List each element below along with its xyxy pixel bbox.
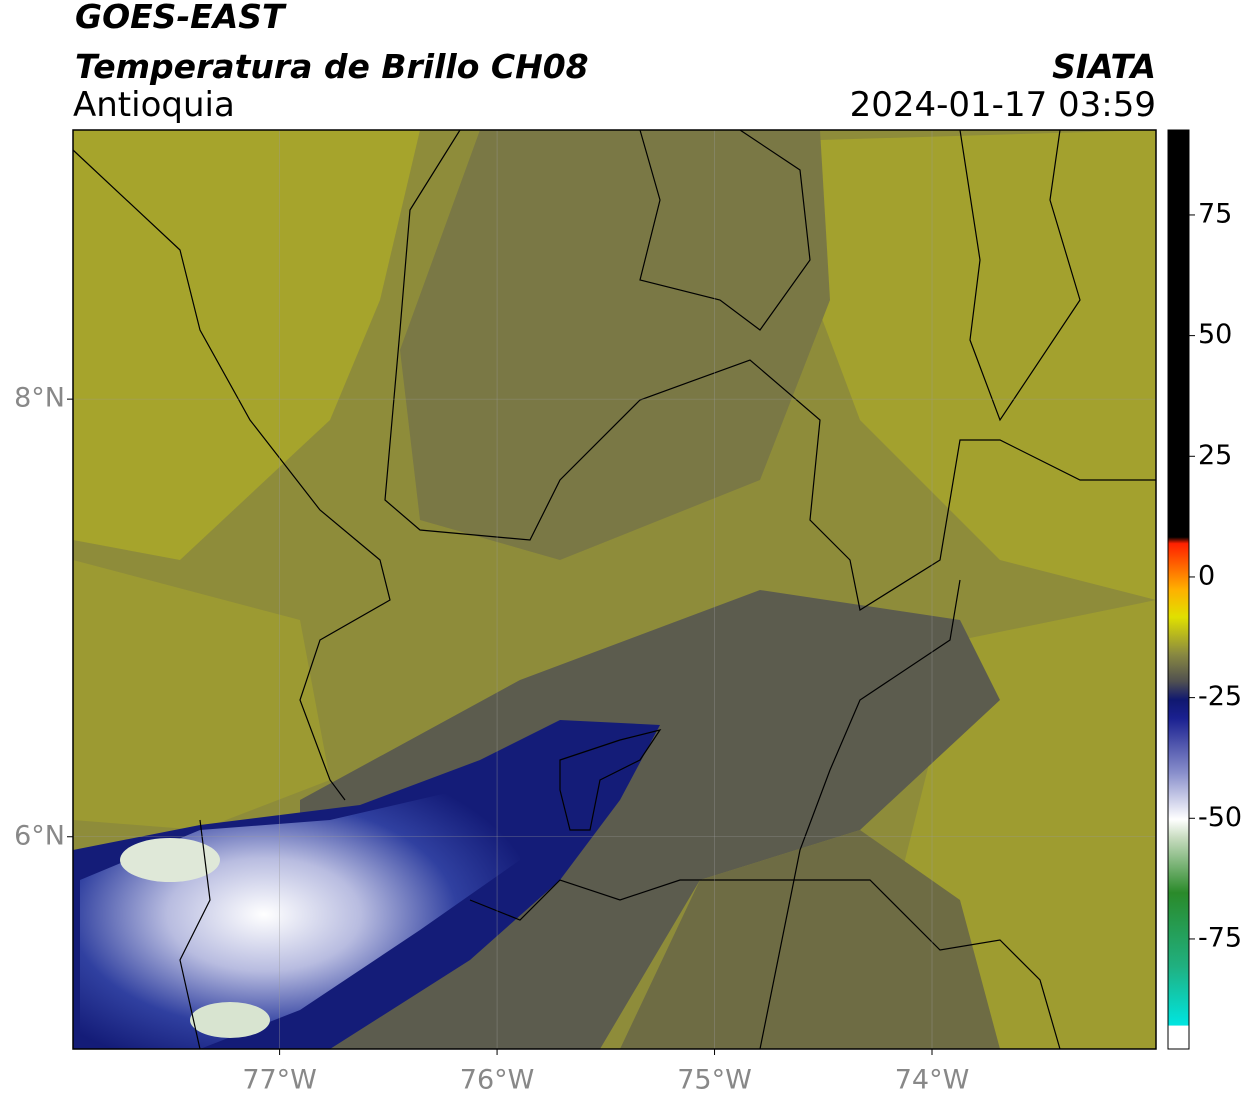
warm-area (73, 130, 420, 560)
colorbar-tick-label: -50 (1198, 802, 1242, 833)
colorbar-tick-label: 0 (1198, 560, 1215, 591)
map-image (73, 130, 1156, 1049)
cloud-cold (190, 1002, 270, 1038)
boundaries (73, 130, 1156, 1049)
colorbar-tick-label: -75 (1198, 922, 1242, 953)
subtitle: Temperatura de Brillo CH08 (75, 47, 589, 86)
colorbar-tick-label: 50 (1198, 319, 1232, 350)
colorbar-tick-label: -25 (1198, 681, 1242, 712)
region: Antioquia (73, 85, 235, 125)
y-tick-label: 8°N (14, 383, 65, 414)
cloud-cold (120, 838, 220, 882)
gridlines (73, 130, 1156, 1049)
cool-area (620, 830, 1000, 1049)
x-tick-label: 75°W (677, 1065, 752, 1096)
colorbar (1167, 129, 1190, 1050)
warm-area (73, 560, 330, 830)
cool-area (400, 130, 830, 560)
source: SIATA (1052, 47, 1156, 86)
datetime: 2024-01-17 03:59 (850, 85, 1156, 125)
x-tick-label: 77°W (242, 1065, 317, 1096)
colorbar-tick-label: 75 (1198, 198, 1232, 229)
title: GOES-EAST (75, 0, 287, 36)
colorbar-tick-label: 25 (1198, 440, 1232, 471)
warm-area (800, 130, 1156, 600)
x-tick-label: 74°W (895, 1065, 970, 1096)
x-tick-label: 76°W (460, 1065, 535, 1096)
map-frame (72, 129, 1157, 1050)
y-tick-label: 6°N (14, 820, 65, 851)
